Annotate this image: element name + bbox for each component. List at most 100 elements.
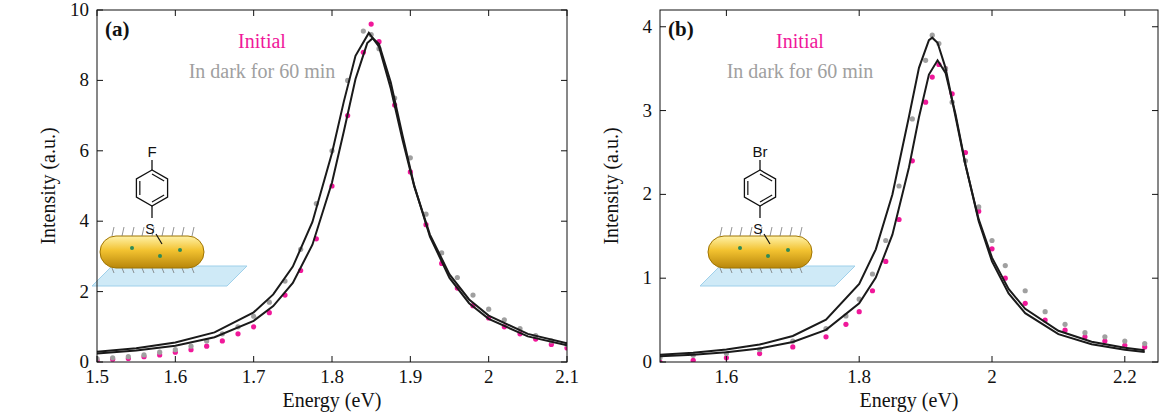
benzene-ring [744, 170, 775, 206]
x-tick-label: 1.7 [242, 366, 266, 387]
x-tick-label: 2.2 [1113, 366, 1137, 387]
linker-label: S [753, 221, 762, 237]
x-tick [175, 356, 176, 362]
dot [738, 246, 742, 250]
data-point [220, 338, 225, 343]
ligand [182, 227, 184, 236]
ligand [740, 268, 742, 273]
ligand [790, 227, 792, 236]
x-tick-label: 1.6 [715, 366, 739, 387]
x-axis-title: Energy (eV) [282, 389, 381, 412]
y-tick [660, 278, 666, 279]
ligand [790, 268, 792, 273]
ligand [770, 227, 772, 236]
plot-data [97, 21, 567, 362]
y-tick [97, 291, 103, 292]
y-tick [1152, 26, 1158, 27]
ligand [780, 268, 782, 273]
ligand [760, 268, 762, 273]
y-tick-label: 4 [643, 16, 653, 37]
y-tick [1152, 278, 1158, 279]
double-bond [747, 181, 748, 195]
ligand [192, 227, 194, 236]
double-bond [760, 174, 772, 181]
y-axis-title: Intensity (a.u.) [37, 127, 60, 244]
y-tick [561, 221, 567, 222]
ligand [122, 227, 124, 236]
dot [158, 254, 162, 258]
data-point [883, 259, 888, 264]
x-tick [253, 10, 254, 16]
ligand [720, 268, 722, 273]
y-tick [1152, 194, 1158, 195]
y-tick [660, 194, 666, 195]
fit-line [660, 60, 1145, 356]
y-tick [660, 362, 666, 363]
x-tick-label: 2.1 [555, 366, 579, 387]
legend-entry: Initial [776, 30, 824, 52]
data-point [369, 21, 374, 26]
x-tick [726, 10, 727, 16]
y-tick [97, 221, 103, 222]
dot [130, 246, 134, 250]
gold-nanorod [708, 236, 812, 268]
legend-entry: In dark for 60 min [727, 60, 874, 82]
double-bond [139, 181, 140, 195]
dot [178, 248, 182, 252]
data-point [1102, 334, 1107, 339]
data-point [251, 324, 256, 329]
x-axis-title: Energy (eV) [859, 389, 958, 412]
ligand [142, 227, 144, 236]
y-tick-label: 1 [643, 267, 653, 288]
data-point [1043, 309, 1048, 314]
data-point [470, 293, 475, 298]
fit-line [97, 33, 567, 352]
data-point [251, 314, 256, 319]
data-point [870, 288, 875, 293]
ligand [730, 227, 732, 236]
dot [786, 248, 790, 252]
ligand [800, 227, 802, 236]
plot-data [660, 33, 1147, 362]
benzene-ring [136, 170, 167, 206]
y-tick-label: 8 [80, 69, 90, 90]
data-point [1082, 330, 1087, 335]
x-tick-label: 2 [987, 366, 997, 387]
ligand [112, 268, 114, 273]
y-tick [561, 362, 567, 363]
x-tick [97, 10, 98, 16]
data-point [1003, 263, 1008, 268]
data-point [235, 331, 240, 336]
x-tick-label: 1.8 [320, 366, 344, 387]
data-point [188, 344, 193, 349]
panel: BrS1.61.822.201234Energy (eV)Intensity (… [600, 10, 1158, 412]
data-point [896, 183, 901, 188]
x-tick [488, 10, 489, 16]
ligand [122, 268, 124, 273]
y-tick [561, 80, 567, 81]
data-point [691, 358, 696, 362]
data-point [989, 238, 994, 243]
ligand [780, 227, 782, 236]
fit-line [97, 38, 567, 353]
dot [766, 254, 770, 258]
y-tick-label: 10 [70, 0, 89, 20]
ligand [750, 268, 752, 273]
x-tick [726, 356, 727, 362]
ligand [192, 268, 194, 273]
data-point [910, 116, 915, 121]
data-point [141, 352, 146, 357]
x-tick [410, 10, 411, 16]
y-tick-label: 2 [643, 183, 653, 204]
x-tick [992, 10, 993, 16]
double-bond [760, 195, 772, 202]
ligand [132, 227, 134, 236]
ligand [770, 268, 772, 273]
data-point [930, 74, 935, 79]
y-tick-label: 0 [80, 351, 90, 372]
x-tick [1124, 356, 1125, 362]
ligand [132, 268, 134, 273]
ligand [730, 268, 732, 273]
data-point [486, 307, 491, 312]
y-tick [660, 110, 666, 111]
